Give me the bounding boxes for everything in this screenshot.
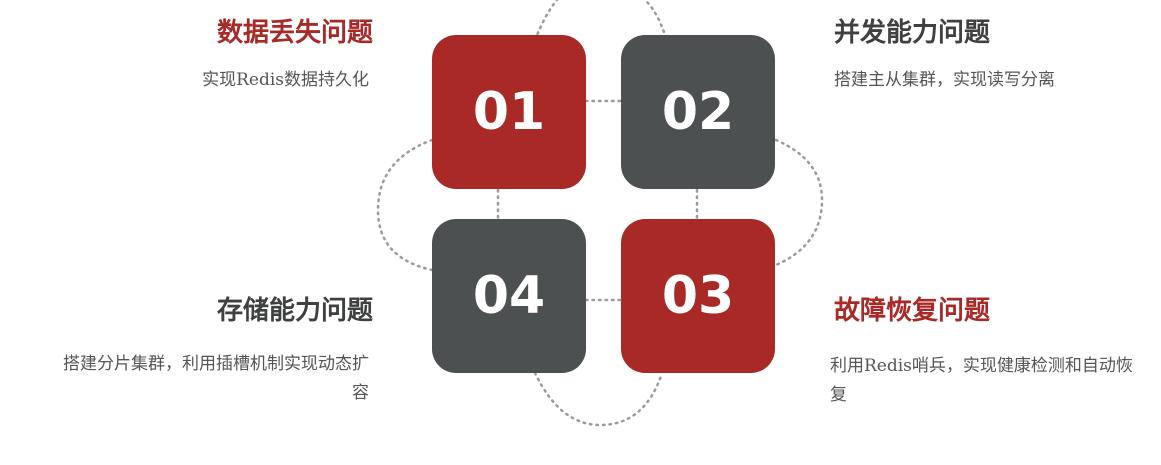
item-title-04: 存储能力问题 xyxy=(216,296,373,326)
number-tile-03: 03 xyxy=(621,219,775,373)
item-desc-03: 利用Redis哨兵，实现健康检测和自动恢复 xyxy=(830,356,1133,405)
tile-number: 04 xyxy=(472,266,546,326)
item-desc-04: 搭建分片集群，利用插槽机制实现动态扩容 xyxy=(63,354,369,403)
tile-number: 02 xyxy=(661,82,735,142)
tile-number: 01 xyxy=(472,82,546,142)
item-desc-01: 实现Redis数据持久化 xyxy=(202,70,369,90)
item-title-03: 故障恢复问题 xyxy=(834,296,991,326)
item-title-02: 并发能力问题 xyxy=(834,18,991,48)
number-tile-02: 02 xyxy=(621,35,775,189)
item-desc-02: 搭建主从集群，实现读写分离 xyxy=(834,70,1055,90)
tile-number: 03 xyxy=(661,266,735,326)
number-tile-04: 04 xyxy=(432,219,586,373)
number-tile-01: 01 xyxy=(432,35,586,189)
item-title-01: 数据丢失问题 xyxy=(216,18,373,48)
